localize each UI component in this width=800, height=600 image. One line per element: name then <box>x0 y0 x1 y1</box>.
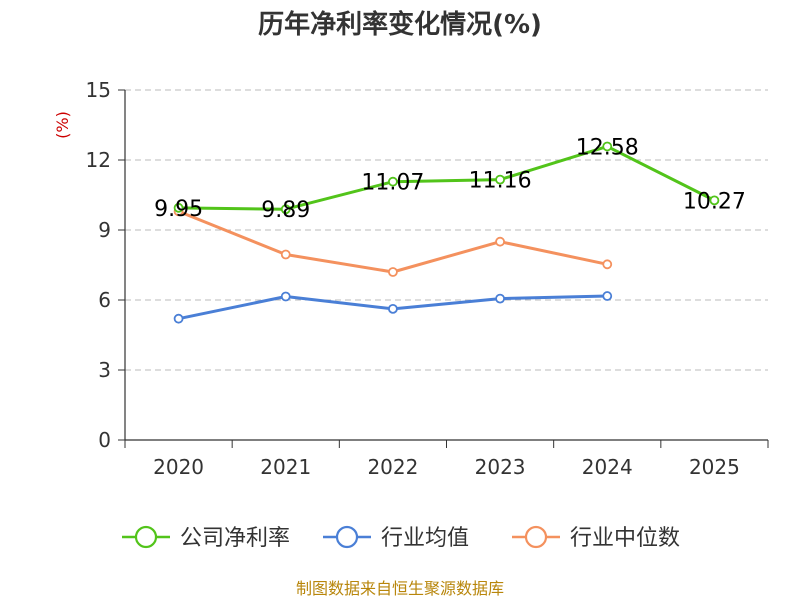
data-label: 12.58 <box>576 135 639 160</box>
series-point-1 <box>602 291 613 301</box>
series-line-2 <box>178 209 608 274</box>
legend[interactable]: 公司净利率 行业均值 行业中位数 <box>122 525 680 551</box>
series-point-2 <box>388 267 398 277</box>
chart-title: 历年净利率变化情况(%) <box>258 9 542 40</box>
y-tick-label: 12 <box>86 148 111 172</box>
legend-label: 行业中位数 <box>570 526 680 551</box>
data-label: 11.07 <box>361 171 424 196</box>
legend-item-0[interactable]: 公司净利率 <box>122 525 290 551</box>
y-tick-label: 6 <box>98 288 111 312</box>
series-point-0 <box>495 174 505 185</box>
series-point-1 <box>173 313 184 324</box>
x-tick-label: 2023 <box>475 455 526 479</box>
series-point-0 <box>388 176 398 187</box>
series-point-0 <box>280 204 291 215</box>
y-tick-label: 0 <box>98 428 111 452</box>
legend-label: 行业均值 <box>381 526 469 551</box>
series-point-1 <box>495 293 505 304</box>
y-tick-label: 9 <box>98 218 111 242</box>
y-tick-label: 15 <box>86 78 111 102</box>
series-point-1 <box>280 291 291 302</box>
legend-item-2[interactable]: 行业中位数 <box>512 525 680 551</box>
x-tick-label: 2020 <box>153 455 204 479</box>
source-note: 制图数据来自恒生聚源数据库 <box>296 579 504 598</box>
x-tick-label: 2024 <box>582 455 633 479</box>
data-label: 9.95 <box>154 197 203 222</box>
series-point-0 <box>709 195 720 206</box>
series-point-2 <box>280 249 291 260</box>
legend-marker-icon <box>524 525 548 549</box>
data-label: 9.89 <box>261 198 310 223</box>
data-label: 11.16 <box>469 169 532 194</box>
y-tick-label: 3 <box>98 358 111 382</box>
series-point-2 <box>602 259 613 270</box>
axes: 0 3 6 9 12 15 2020 2021 2022 2023 2024 2025 <box>86 78 769 479</box>
legend-label: 公司净利率 <box>180 526 290 551</box>
series-point-0 <box>602 141 613 152</box>
series-layer <box>173 141 720 324</box>
series-point-2 <box>495 236 505 247</box>
x-tick-label: 2025 <box>689 455 740 479</box>
data-labels: 9.95 9.89 11.07 11.16 12.58 10.27 <box>154 135 746 223</box>
x-tick-label: 2021 <box>260 455 311 479</box>
y-axis-unit-label: (%) <box>53 111 72 139</box>
grid-lines <box>125 89 768 371</box>
series-point-0 <box>173 202 184 213</box>
series-line-0 <box>178 144 716 211</box>
legend-marker-icon <box>335 525 359 549</box>
legend-marker-icon <box>134 525 158 549</box>
data-label: 10.27 <box>683 189 746 214</box>
series-point-1 <box>388 303 398 314</box>
legend-item-1[interactable]: 行业均值 <box>323 525 469 551</box>
x-tick-label: 2022 <box>367 455 418 479</box>
